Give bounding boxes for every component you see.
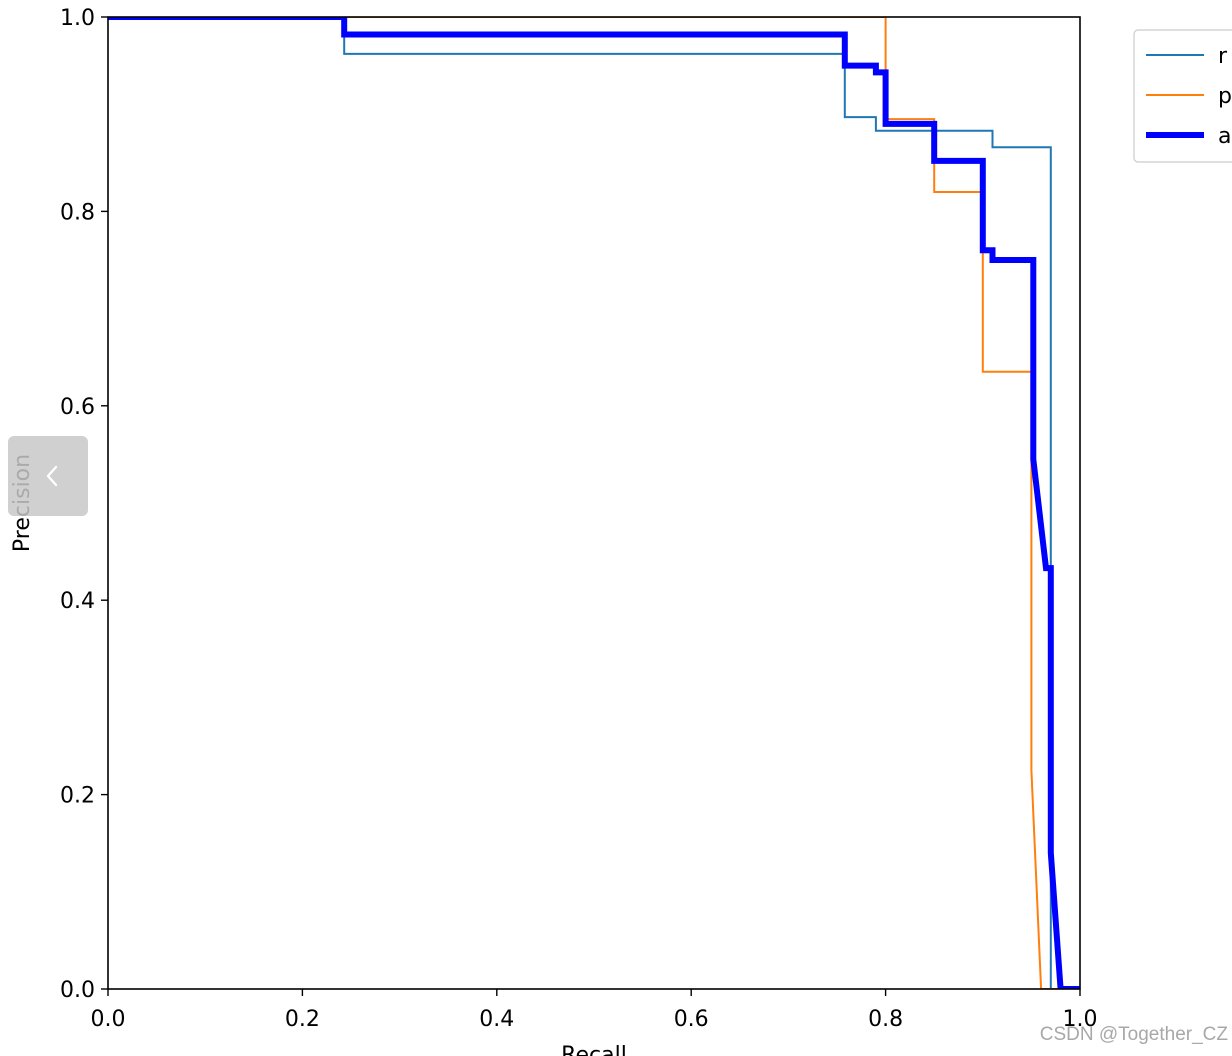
legend: rpa [1133, 29, 1232, 163]
y-ticks: 0.0 0.2 0.4 0.6 0.8 1.0 [60, 6, 108, 1003]
y-tick-label: 0.8 [60, 200, 95, 225]
y-tick-label: 0.4 [60, 589, 95, 614]
legend-label-p: p [1218, 84, 1232, 109]
legend-label-a: a [1218, 124, 1231, 149]
series-layer [108, 17, 1080, 989]
x-axis-label: Recall [561, 1043, 627, 1056]
y-tick-label: 0.2 [60, 784, 95, 809]
x-tick-label: 0.8 [868, 1007, 903, 1032]
side-panel-toggle[interactable] [8, 436, 88, 516]
x-tick-label: 0.6 [674, 1007, 709, 1032]
series-line-a [108, 17, 1080, 989]
y-tick-label: 0.6 [60, 395, 95, 420]
legend-label-r: r [1218, 44, 1228, 69]
x-tick-label: 0.2 [285, 1007, 320, 1032]
y-tick-label: 0.0 [60, 978, 95, 1003]
x-ticks: 0.0 0.2 0.4 0.6 0.8 1.0 [91, 989, 1098, 1032]
chevron-left-icon [46, 465, 58, 487]
plot-frame [107, 16, 1081, 990]
x-tick-label: 0.4 [479, 1007, 514, 1032]
y-tick-label: 1.0 [60, 6, 95, 31]
x-tick-label: 0.0 [91, 1007, 126, 1032]
x-tick-label: 1.0 [1063, 1007, 1098, 1032]
watermark: CSDN @Together_CZ [1039, 1024, 1228, 1045]
series-line-r [108, 17, 1080, 989]
